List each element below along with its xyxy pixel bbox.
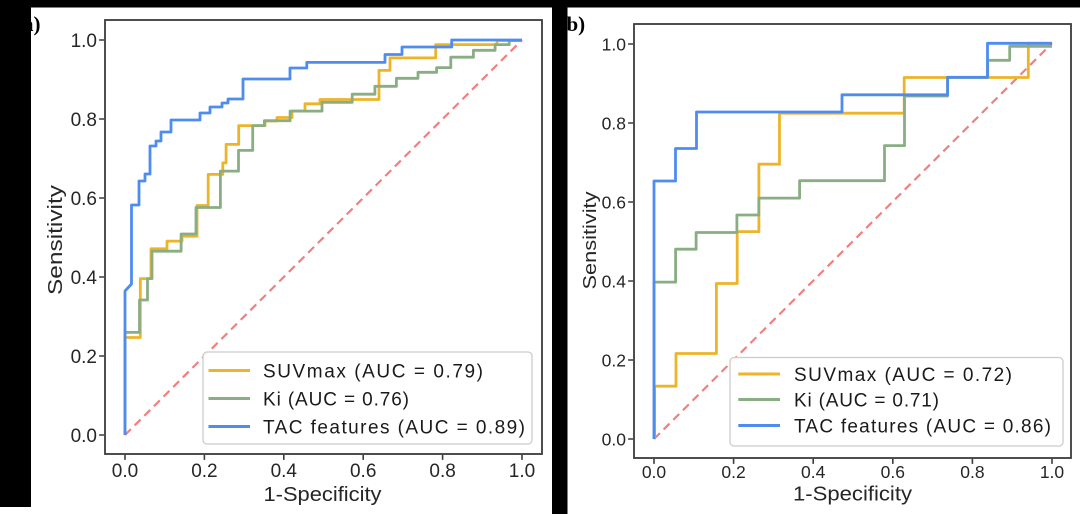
svg-text:0.8: 0.8 (602, 113, 626, 133)
svg-text:0.0: 0.0 (642, 462, 667, 482)
svg-text:Ki (AUC = 0.76): Ki (AUC = 0.76) (263, 389, 409, 410)
svg-text:0.8: 0.8 (71, 110, 97, 131)
svg-text:0.0: 0.0 (71, 426, 97, 447)
svg-text:0.6: 0.6 (71, 189, 97, 210)
svg-text:1-Specificity: 1-Specificity (793, 483, 913, 506)
svg-text:0.8: 0.8 (960, 462, 984, 482)
svg-text:Ki (AUC = 0.71): Ki (AUC = 0.71) (794, 390, 939, 411)
svg-text:0.4: 0.4 (602, 271, 627, 291)
svg-text:Sensitivity: Sensitivity (44, 184, 67, 295)
svg-text:1-Specificity: 1-Specificity (264, 483, 383, 506)
svg-text:TAC features (AUC = 0.86): TAC features (AUC = 0.86) (794, 416, 1051, 437)
svg-text:0.0: 0.0 (112, 461, 138, 482)
svg-text:0.6: 0.6 (881, 462, 905, 482)
svg-text:0.2: 0.2 (721, 462, 745, 482)
svg-text:0.8: 0.8 (429, 461, 455, 482)
svg-text:0.4: 0.4 (801, 462, 826, 482)
svg-text:0.2: 0.2 (191, 461, 217, 482)
svg-text:0.4: 0.4 (271, 461, 298, 482)
svg-text:1.0: 1.0 (509, 461, 535, 482)
svg-text:TAC features (AUC = 0.89): TAC features (AUC = 0.89) (263, 417, 525, 438)
svg-text:b): b) (567, 12, 586, 36)
svg-text:0.6: 0.6 (602, 192, 626, 212)
svg-text:1.0: 1.0 (602, 34, 627, 54)
svg-text:0.2: 0.2 (602, 350, 626, 370)
svg-text:0.4: 0.4 (71, 268, 98, 289)
svg-text:Sensitivity: Sensitivity (579, 191, 600, 290)
svg-text:1.0: 1.0 (1040, 462, 1065, 482)
svg-text:SUVmax (AUC = 0.72): SUVmax (AUC = 0.72) (794, 365, 1012, 386)
svg-text:0.6: 0.6 (350, 461, 376, 482)
svg-text:0.2: 0.2 (71, 347, 97, 368)
svg-text:SUVmax (AUC = 0.79): SUVmax (AUC = 0.79) (263, 361, 483, 382)
svg-text:1.0: 1.0 (71, 31, 97, 52)
svg-text:0.0: 0.0 (602, 429, 627, 449)
